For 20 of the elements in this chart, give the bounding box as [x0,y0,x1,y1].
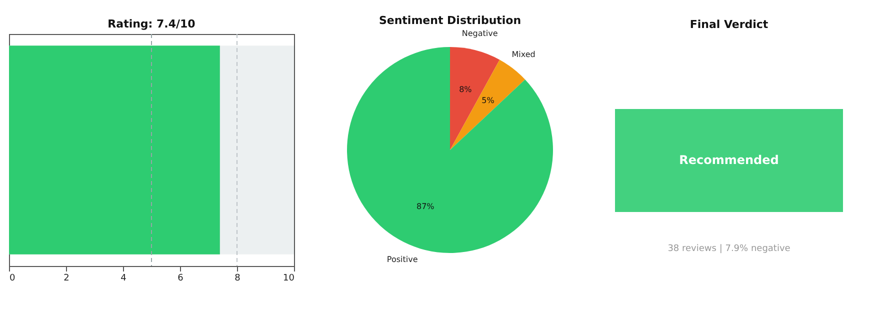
text: Final Verdict [690,18,768,31]
x-tick-label: 10 [283,274,295,284]
data-label: 5% [482,96,495,106]
slice-label: Positive [386,255,418,264]
chart-title: Sentiment Distribution [378,14,522,27]
data-label: 87% [416,202,435,211]
slice-label: Negative [462,28,498,38]
slice-label: Mixed [512,50,536,60]
x-tick-label: 0 [10,274,16,284]
x-tick-label: 4 [120,274,127,284]
text: 38 reviews | 7.9% negative [668,244,791,254]
x-tick-label: 6 [178,274,184,284]
category-label: Recommended [679,153,779,167]
pie-slice [450,60,526,150]
chart-title: Rating: 7.4/10 [108,18,196,30]
x-tick-label: 2 [64,274,70,284]
x-tick-label: 8 [234,274,241,284]
data-label: 8% [459,84,472,94]
pie-slice [347,47,553,253]
pie-slice [450,47,500,150]
